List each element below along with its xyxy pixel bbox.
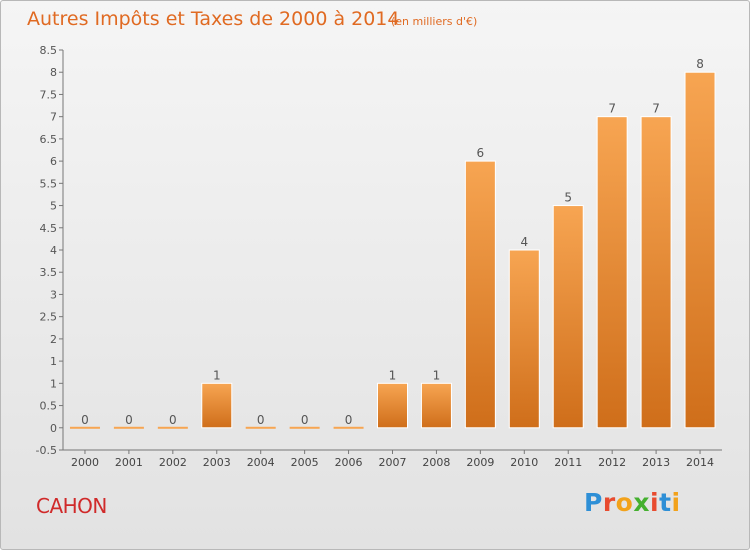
logo-letter: i xyxy=(671,488,681,517)
x-tick-label: 2002 xyxy=(159,456,187,469)
logo-letter: i xyxy=(650,488,660,517)
x-tick-label: 2007 xyxy=(379,456,407,469)
data-label: 0 xyxy=(257,413,265,427)
x-tick-label: 2008 xyxy=(422,456,450,469)
proxiti-logo: Proxiti xyxy=(584,488,681,517)
data-label: 6 xyxy=(477,146,485,160)
logo-letter: r xyxy=(602,488,616,517)
x-tick-label: 2010 xyxy=(510,456,538,469)
x-tick-label: 2000 xyxy=(71,456,99,469)
logo-letter: o xyxy=(615,488,634,517)
bar xyxy=(113,426,144,429)
bar xyxy=(596,116,628,429)
y-tick-label: 2 xyxy=(50,333,57,346)
bar xyxy=(464,160,496,429)
y-tick-label: 8.5 xyxy=(40,44,58,57)
data-label: 1 xyxy=(213,368,221,382)
y-tick-label: 0 xyxy=(50,422,57,435)
y-tick-label: 8 xyxy=(50,66,57,79)
y-tick-label: 5 xyxy=(50,200,57,213)
data-label: 0 xyxy=(169,413,177,427)
bar xyxy=(684,71,716,429)
y-tick-label: 6 xyxy=(50,155,57,168)
x-tick-label: 2005 xyxy=(291,456,319,469)
y-tick-label: -0.5 xyxy=(36,444,57,457)
bar xyxy=(157,426,188,429)
bar xyxy=(508,249,540,429)
commune-name: CAHON xyxy=(36,494,107,518)
bar xyxy=(245,426,276,429)
data-label: 7 xyxy=(652,102,660,116)
x-tick-label: 2006 xyxy=(335,456,363,469)
y-tick-label: 7 xyxy=(50,111,57,124)
y-tick-label: 2.5 xyxy=(40,311,58,324)
data-label: 0 xyxy=(125,413,133,427)
data-label: 4 xyxy=(520,235,528,249)
bar xyxy=(333,426,364,429)
y-tick-label: 5.5 xyxy=(40,177,58,190)
y-tick-label: 0.5 xyxy=(40,400,58,413)
bar xyxy=(640,116,672,429)
y-tick-label: 1 xyxy=(50,355,57,368)
x-tick-label: 2001 xyxy=(115,456,143,469)
data-label: 1 xyxy=(433,368,441,382)
data-label: 0 xyxy=(81,413,89,427)
data-label: 1 xyxy=(389,368,397,382)
y-tick-label: 1 xyxy=(50,377,57,390)
chart-subtitle: (en milliers d'€) xyxy=(391,15,478,28)
x-tick-label: 2009 xyxy=(466,456,494,469)
y-tick-label: 4 xyxy=(50,244,57,257)
bar xyxy=(69,426,100,429)
bar xyxy=(377,382,408,429)
x-tick-label: 2013 xyxy=(642,456,670,469)
bar xyxy=(201,382,233,429)
x-tick-label: 2011 xyxy=(554,456,582,469)
data-label: 8 xyxy=(696,57,704,71)
chart-title: Autres Impôts et Taxes de 2000 à 2014 xyxy=(27,8,400,30)
logo-letter: P xyxy=(584,488,603,517)
data-label: 5 xyxy=(564,191,572,205)
y-tick-label: 6.5 xyxy=(40,133,58,146)
y-tick-label: 3.5 xyxy=(40,266,58,279)
data-label: 7 xyxy=(608,102,616,116)
y-tick-label: 7.5 xyxy=(40,88,58,101)
logo-letter: x xyxy=(633,488,650,517)
logo-letter: t xyxy=(659,488,672,517)
bar xyxy=(552,205,584,429)
x-tick-label: 2012 xyxy=(598,456,626,469)
x-tick-label: 2003 xyxy=(203,456,231,469)
bar xyxy=(420,382,452,429)
data-label: 0 xyxy=(345,413,353,427)
y-tick-label: 3 xyxy=(50,288,57,301)
data-label: 0 xyxy=(301,413,309,427)
bar xyxy=(289,426,320,429)
y-tick-label: 4.5 xyxy=(40,222,58,235)
x-tick-label: 2014 xyxy=(686,456,714,469)
x-tick-label: 2004 xyxy=(247,456,275,469)
